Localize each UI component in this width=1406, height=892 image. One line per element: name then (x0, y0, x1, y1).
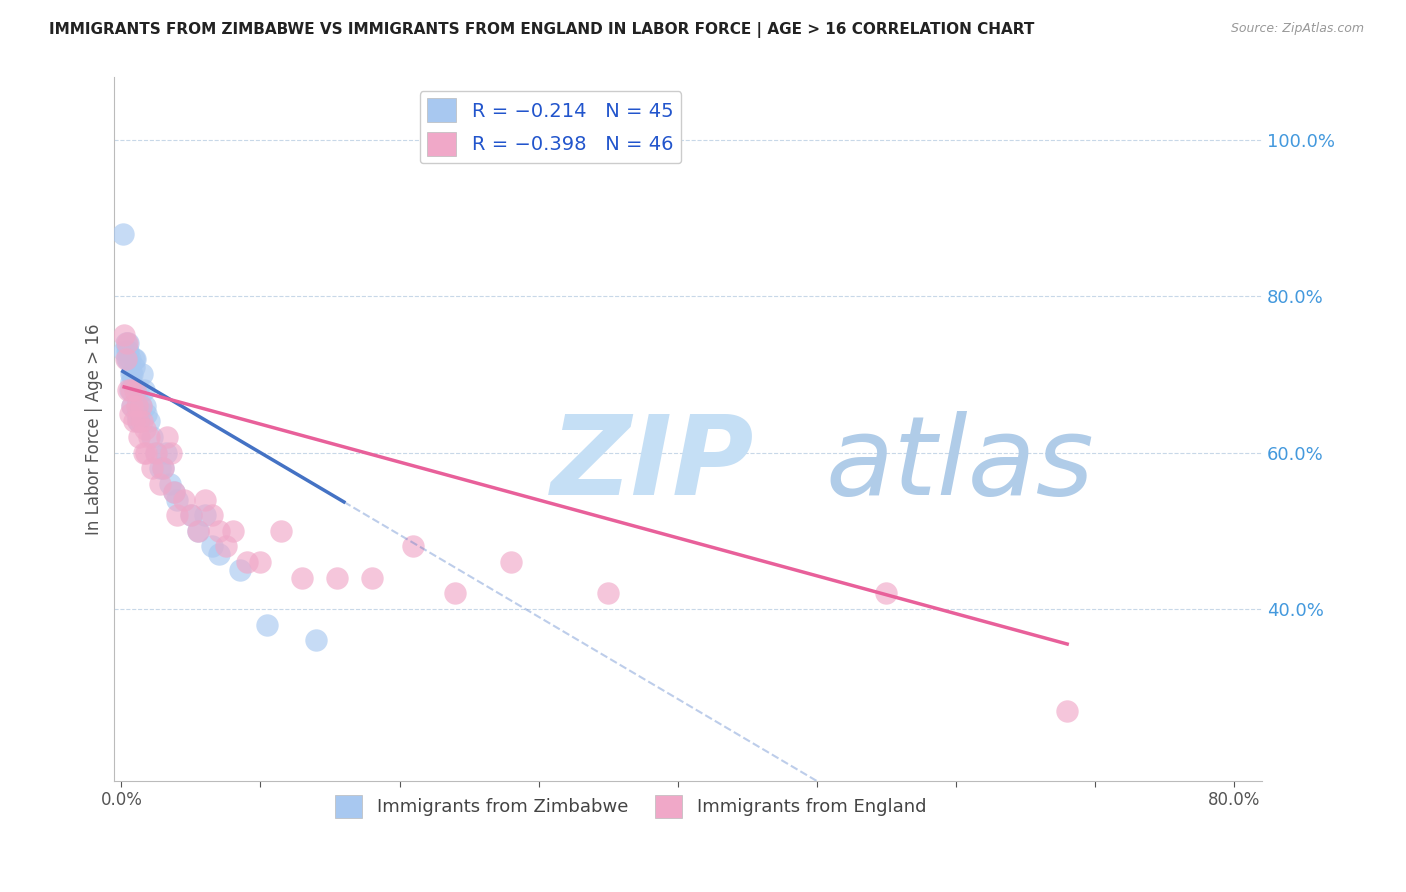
Point (138, 414, 160, 428)
Point (138, 430, 160, 444)
Text: atlas: atlas (825, 411, 1094, 518)
Point (166, 508, 188, 523)
Point (166, 492, 188, 507)
Point (145, 445, 167, 459)
Point (187, 524, 209, 538)
Point (160, 445, 183, 459)
Point (128, 414, 150, 428)
Legend: Immigrants from Zimbabwe, Immigrants from England: Immigrants from Zimbabwe, Immigrants fro… (328, 789, 934, 825)
Point (112, 344, 135, 359)
Point (117, 351, 139, 366)
Point (115, 344, 138, 359)
Point (402, 540, 425, 554)
Text: IMMIGRANTS FROM ZIMBABWE VS IMMIGRANTS FROM ENGLAND IN LABOR FORCE | AGE > 16 CO: IMMIGRANTS FROM ZIMBABWE VS IMMIGRANTS F… (49, 22, 1035, 38)
Point (221, 524, 243, 538)
Y-axis label: In Labor Force | Age > 16: In Labor Force | Age > 16 (86, 324, 103, 535)
Point (187, 524, 209, 538)
Point (127, 414, 149, 428)
Point (124, 351, 146, 366)
Point (163, 484, 186, 499)
Point (201, 540, 224, 554)
Point (118, 383, 141, 397)
Point (228, 563, 250, 577)
Point (124, 383, 146, 397)
Point (114, 336, 136, 351)
Point (121, 399, 143, 413)
Point (129, 399, 152, 413)
Point (117, 344, 139, 359)
Point (132, 383, 155, 397)
Point (249, 555, 271, 569)
Point (117, 336, 139, 351)
Point (131, 414, 153, 428)
Point (215, 540, 238, 554)
Point (180, 508, 202, 523)
Point (135, 445, 157, 459)
Point (114, 351, 136, 366)
Point (120, 376, 142, 390)
Point (118, 407, 141, 421)
Point (120, 383, 142, 397)
Point (194, 508, 217, 523)
Point (159, 477, 181, 491)
Point (134, 399, 156, 413)
Point (121, 399, 143, 413)
Point (131, 368, 153, 382)
Point (141, 461, 163, 475)
Point (155, 445, 177, 459)
Text: ZIP: ZIP (551, 411, 754, 518)
Point (208, 524, 231, 538)
Point (122, 414, 145, 428)
Point (125, 407, 148, 421)
Point (1056, 704, 1078, 718)
Point (360, 571, 382, 585)
Point (149, 477, 172, 491)
Point (121, 368, 143, 382)
Point (256, 617, 278, 632)
Point (112, 328, 135, 343)
Point (305, 633, 328, 648)
Point (152, 461, 174, 475)
Point (129, 399, 152, 413)
Point (128, 430, 150, 444)
Point (201, 508, 224, 523)
Point (194, 492, 217, 507)
Point (156, 430, 179, 444)
Point (120, 368, 142, 382)
Point (132, 445, 155, 459)
Point (117, 383, 139, 397)
Point (118, 351, 141, 366)
Point (125, 399, 148, 413)
Point (499, 555, 522, 569)
Point (152, 461, 174, 475)
Point (235, 555, 257, 569)
Point (127, 414, 149, 428)
Point (111, 227, 134, 241)
Text: Source: ZipAtlas.com: Source: ZipAtlas.com (1230, 22, 1364, 36)
Point (173, 492, 195, 507)
Point (163, 484, 186, 499)
Point (115, 351, 138, 366)
Point (598, 586, 620, 600)
Point (124, 383, 146, 397)
Point (149, 461, 172, 475)
Point (127, 383, 149, 397)
Point (115, 336, 138, 351)
Point (208, 547, 231, 561)
Point (125, 399, 148, 413)
Point (134, 422, 156, 436)
Point (444, 586, 467, 600)
Point (122, 351, 145, 366)
Point (326, 571, 349, 585)
Point (145, 445, 167, 459)
Point (270, 524, 292, 538)
Point (135, 407, 157, 421)
Point (122, 359, 145, 374)
Point (291, 571, 314, 585)
Point (180, 508, 202, 523)
Point (875, 586, 897, 600)
Point (141, 430, 163, 444)
